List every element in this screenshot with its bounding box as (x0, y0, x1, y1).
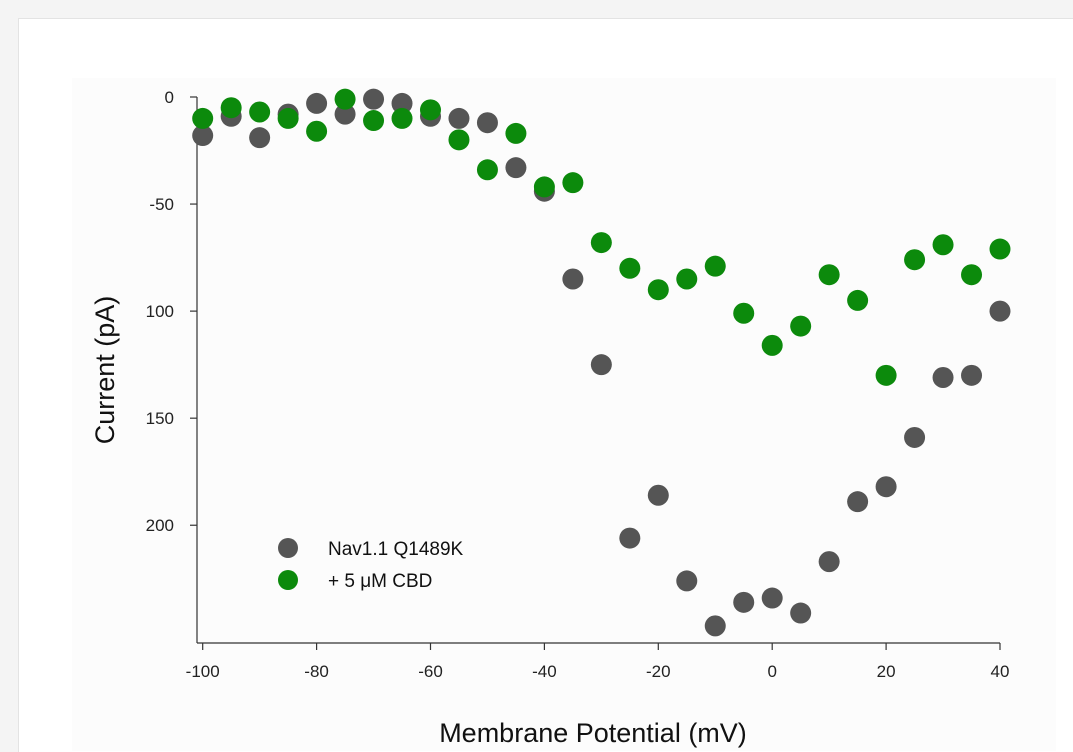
data-point-series-2 (448, 129, 470, 151)
data-points (192, 88, 1011, 637)
data-point-series-2 (676, 268, 698, 290)
y-axis-title: Current (pA) (90, 296, 120, 445)
data-point-series-2 (619, 257, 641, 279)
legend-item-series-1: Nav1.1 Q1489K (278, 538, 464, 560)
data-point-series-2 (733, 302, 755, 324)
data-point-series-1 (847, 491, 869, 513)
x-tick-label: 20 (877, 662, 896, 681)
data-point-series-1 (590, 354, 612, 376)
data-point-series-1 (932, 366, 954, 388)
data-point-series-1 (733, 591, 755, 613)
data-point-series-2 (961, 264, 983, 286)
data-point-series-2 (249, 101, 271, 123)
data-point-series-2 (277, 107, 299, 129)
scatter-chart: -100 -80 -60 -40 -20 0 20 40 0 -50 100 150 200 Curr… (90, 88, 1011, 748)
data-point-series-2 (419, 99, 441, 121)
legend-label-series-2: + 5 μM CBD (328, 571, 432, 592)
x-tick-label: -100 (186, 662, 220, 681)
data-point-series-1 (334, 103, 356, 125)
data-point-series-1 (647, 484, 669, 506)
legend-item-series-2: + 5 μM CBD (278, 570, 432, 592)
data-point-series-2 (505, 122, 527, 144)
plot-panel: -100 -80 -60 -40 -20 0 20 40 0 -50 100 150 200 Curr… (72, 78, 1056, 751)
data-point-series-2 (875, 364, 897, 386)
x-tick-label: -80 (304, 662, 329, 681)
data-point-series-1 (875, 476, 897, 498)
data-point-series-1 (761, 587, 783, 609)
data-point-series-1 (961, 364, 983, 386)
y-tick-label: 150 (146, 409, 174, 428)
data-point-series-1 (790, 602, 812, 624)
data-point-series-1 (676, 570, 698, 592)
data-point-series-1 (363, 88, 385, 110)
data-point-series-2 (761, 334, 783, 356)
x-ticks: -100 -80 -60 -40 -20 0 20 40 (186, 643, 1010, 681)
data-point-series-1 (476, 112, 498, 134)
data-point-series-2 (391, 107, 413, 129)
legend-marker-series-1 (278, 538, 298, 558)
data-point-series-2 (220, 97, 242, 119)
data-point-series-1 (192, 125, 214, 147)
data-point-series-2 (704, 255, 726, 277)
data-point-series-2 (192, 107, 214, 129)
x-axis-title: Membrane Potential (mV) (439, 718, 747, 748)
x-tick-label: 40 (991, 662, 1010, 681)
data-point-series-1 (505, 157, 527, 179)
legend-marker-series-2 (278, 570, 298, 590)
data-point-series-2 (533, 176, 555, 198)
data-point-series-2 (562, 172, 584, 194)
y-tick-label: 200 (146, 516, 174, 535)
data-point-series-2 (590, 232, 612, 254)
data-point-series-2 (790, 315, 812, 337)
legend: Nav1.1 Q1489K + 5 μM CBD (278, 538, 464, 592)
data-point-series-2 (818, 264, 840, 286)
data-point-series-1 (989, 300, 1011, 322)
data-point-series-1 (818, 551, 840, 573)
data-point-series-2 (334, 88, 356, 110)
data-point-series-1 (562, 268, 584, 290)
axes (196, 97, 1000, 644)
data-point-series-2 (363, 110, 385, 132)
x-tick-label: 0 (767, 662, 776, 681)
data-point-series-2 (647, 279, 669, 301)
data-point-series-2 (476, 159, 498, 181)
data-point-series-2 (989, 238, 1011, 260)
data-point-series-2 (847, 289, 869, 311)
data-point-series-1 (619, 527, 641, 549)
data-point-series-1 (904, 426, 926, 448)
data-point-series-1 (249, 127, 271, 149)
x-tick-label: -20 (646, 662, 671, 681)
x-tick-label: -60 (418, 662, 443, 681)
legend-label-series-1: Nav1.1 Q1489K (328, 539, 464, 560)
data-point-series-2 (306, 120, 328, 142)
data-point-series-1 (391, 92, 413, 114)
x-tick-label: -40 (532, 662, 557, 681)
data-point-series-1 (448, 107, 470, 129)
y-tick-label: 0 (165, 88, 174, 107)
data-point-series-1 (306, 92, 328, 114)
y-tick-label: 100 (146, 302, 174, 321)
data-point-series-2 (932, 234, 954, 256)
data-point-series-1 (704, 615, 726, 637)
y-tick-label: -50 (149, 195, 174, 214)
data-point-series-2 (904, 249, 926, 271)
y-ticks: 0 -50 100 150 200 (146, 88, 197, 535)
